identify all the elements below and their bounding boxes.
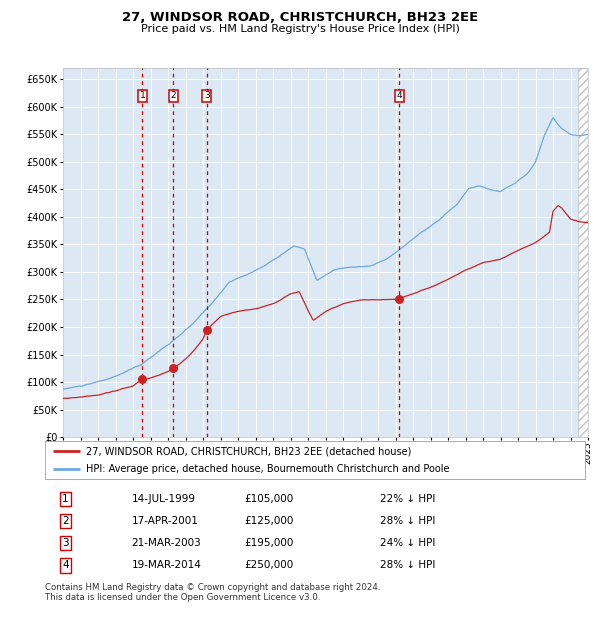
Text: 28% ↓ HPI: 28% ↓ HPI: [380, 516, 435, 526]
Text: 27, WINDSOR ROAD, CHRISTCHURCH, BH23 2EE: 27, WINDSOR ROAD, CHRISTCHURCH, BH23 2EE: [122, 11, 478, 24]
Text: 2: 2: [62, 516, 69, 526]
Text: 27, WINDSOR ROAD, CHRISTCHURCH, BH23 2EE (detached house): 27, WINDSOR ROAD, CHRISTCHURCH, BH23 2EE…: [86, 446, 411, 456]
Text: 14-JUL-1999: 14-JUL-1999: [131, 494, 196, 504]
Text: This data is licensed under the Open Government Licence v3.0.: This data is licensed under the Open Gov…: [45, 593, 320, 603]
Text: 21-MAR-2003: 21-MAR-2003: [131, 538, 201, 548]
Text: Contains HM Land Registry data © Crown copyright and database right 2024.: Contains HM Land Registry data © Crown c…: [45, 583, 380, 592]
Text: 17-APR-2001: 17-APR-2001: [131, 516, 198, 526]
Text: 4: 4: [397, 91, 402, 100]
Text: HPI: Average price, detached house, Bournemouth Christchurch and Poole: HPI: Average price, detached house, Bour…: [86, 464, 449, 474]
Text: Price paid vs. HM Land Registry's House Price Index (HPI): Price paid vs. HM Land Registry's House …: [140, 24, 460, 33]
Text: £195,000: £195,000: [244, 538, 293, 548]
Text: 1: 1: [140, 91, 145, 100]
Text: £125,000: £125,000: [244, 516, 293, 526]
Text: 4: 4: [62, 560, 69, 570]
Text: 1: 1: [62, 494, 69, 504]
Text: 28% ↓ HPI: 28% ↓ HPI: [380, 560, 435, 570]
Text: 2: 2: [170, 91, 176, 100]
Text: 3: 3: [62, 538, 69, 548]
Text: 19-MAR-2014: 19-MAR-2014: [131, 560, 201, 570]
Text: £105,000: £105,000: [244, 494, 293, 504]
Text: £250,000: £250,000: [244, 560, 293, 570]
Text: 22% ↓ HPI: 22% ↓ HPI: [380, 494, 435, 504]
Text: 24% ↓ HPI: 24% ↓ HPI: [380, 538, 435, 548]
Text: 3: 3: [204, 91, 210, 100]
